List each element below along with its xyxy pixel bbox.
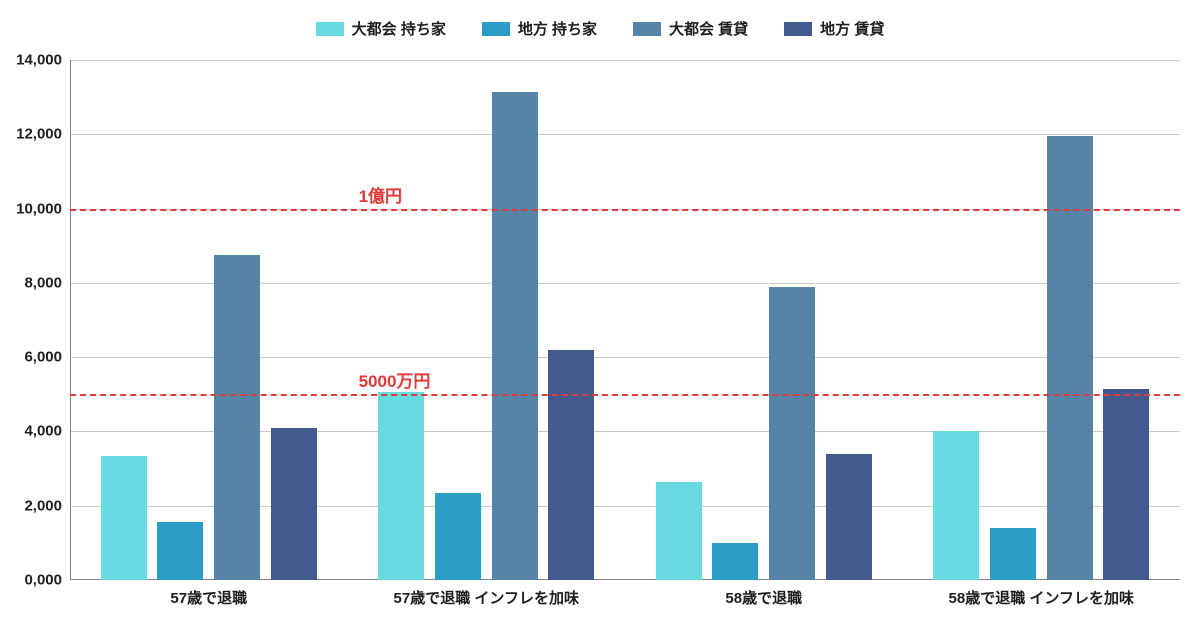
y-axis <box>70 60 71 580</box>
legend: 大都会 持ち家 地方 持ち家 大都会 賃貸 地方 賃貸 <box>0 18 1200 39</box>
reference-line-label: 5000万円 <box>359 367 431 394</box>
x-category-label: 57歳で退職 <box>170 587 247 608</box>
bar <box>990 528 1036 580</box>
chart-container: 大都会 持ち家地方 持ち家大都会 賃貸地方 賃貸 57歳で退職57歳で退職 イン… <box>0 0 1200 630</box>
y-tick-label: 8,000 <box>24 274 62 291</box>
y-tick-label: 0,000 <box>24 572 62 589</box>
bar <box>1103 389 1149 580</box>
legend-swatch <box>316 22 344 36</box>
y-tick-label: 12,000 <box>16 126 62 143</box>
bar <box>214 255 260 580</box>
reference-line <box>70 209 1180 211</box>
legend-swatch <box>633 22 661 36</box>
legend-swatch <box>784 22 812 36</box>
legend-label: 地方 持ち家 <box>518 18 597 39</box>
bar <box>1047 136 1093 580</box>
x-category-label: 58歳で退職 インフレを加味 <box>949 587 1134 608</box>
x-category-label: 58歳で退職 <box>725 587 802 608</box>
legend-item: 大都会 賃貸 <box>633 18 748 39</box>
gridline <box>70 60 1180 61</box>
legend-label: 大都会 持ち家 <box>352 18 446 39</box>
legend-item: 地方 賃貸 <box>784 18 884 39</box>
y-tick-label: 6,000 <box>24 349 62 366</box>
reference-line-label: 1億円 <box>359 182 402 209</box>
y-tick-label: 14,000 <box>16 52 62 69</box>
bar <box>769 287 815 580</box>
x-category-label: 57歳で退職 インフレを加味 <box>394 587 579 608</box>
legend-label: 大都会 賃貸 <box>669 18 748 39</box>
bar <box>712 543 758 580</box>
y-tick-label: 4,000 <box>24 423 62 440</box>
bar <box>492 92 538 580</box>
gridline <box>70 134 1180 135</box>
bar <box>933 431 979 580</box>
y-tick-label: 10,000 <box>16 200 62 217</box>
reference-line <box>70 394 1180 396</box>
bar <box>656 482 702 580</box>
legend-item: 大都会 持ち家 <box>316 18 446 39</box>
plot-inner: 57歳で退職57歳で退職 インフレを加味58歳で退職58歳で退職 インフレを加味… <box>70 60 1180 580</box>
bar <box>271 428 317 580</box>
bar <box>378 392 424 580</box>
legend-label: 地方 賃貸 <box>820 18 884 39</box>
bar <box>826 454 872 580</box>
plot-area: 57歳で退職57歳で退職 インフレを加味58歳で退職58歳で退職 インフレを加味… <box>70 60 1180 580</box>
legend-item: 地方 持ち家 <box>482 18 597 39</box>
bar <box>548 350 594 580</box>
bar <box>101 456 147 580</box>
bar <box>435 493 481 580</box>
bar <box>157 522 203 580</box>
y-tick-label: 2,000 <box>24 497 62 514</box>
legend-swatch <box>482 22 510 36</box>
